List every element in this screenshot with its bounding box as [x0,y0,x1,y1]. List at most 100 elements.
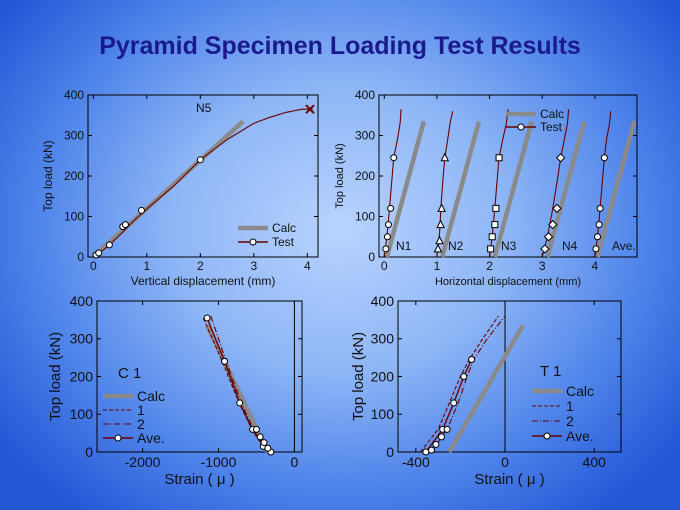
series-line [541,109,570,258]
y-axis-label: Top load (kN) [334,143,346,208]
x-tick-label: -2000 [125,454,161,470]
y-tick-label: 0 [77,250,84,264]
annotation-label: N4 [562,239,578,253]
x-tick-label: 0 [90,259,97,273]
square-marker [487,245,495,253]
series-line [91,119,245,259]
chart-panel-3: -2000 -1000 0 0 100 200 300 400 Strain ( μ ) Top … [47,293,303,488]
circle-marker [437,433,445,441]
triangle-marker [440,152,450,162]
y-tick-label: 300 [355,129,375,143]
y-tick-label: 400 [70,293,94,309]
legend-label: Ave. [566,428,594,444]
circle-marker [121,221,129,229]
x-tick-label: 400 [583,454,607,470]
circle-marker [203,314,211,322]
triangle-marker [435,235,444,245]
y-tick-label: 400 [355,88,375,102]
circle-marker [432,440,440,448]
x-marker-stroke [305,104,315,114]
annotation-label: N3 [501,239,517,253]
circle-marker [264,444,272,452]
circle-marker [95,249,103,257]
circle-marker [427,446,435,454]
y-tick-label: 100 [371,406,395,422]
circle-marker [236,399,244,407]
y-tick-label: 100 [70,406,94,422]
legend-label: Test [540,120,563,134]
y-tick-label: 300 [371,331,395,347]
square-marker [492,204,500,212]
series-line [205,324,270,453]
x-tick-label: 0 [501,454,509,470]
circle-marker [105,241,113,249]
circle-marker [460,373,468,380]
circle-marker [252,425,260,433]
y-tick-label: 200 [70,368,94,384]
y-tick-label: 0 [368,250,375,264]
circle-marker [114,434,122,442]
series-line [440,120,482,258]
y-tick-label: 200 [64,169,84,183]
annotation-label: N2 [448,239,464,253]
x-marker [305,104,315,114]
square-marker [491,221,499,229]
y-tick-label: 0 [386,444,394,460]
y-tick-label: 100 [64,210,84,224]
chart-panel-1: 0 1 2 3 4 0 100 200 300 400 Vertical displacement … [41,88,319,288]
circle-marker [600,154,608,162]
annotation-label: C 1 [118,365,141,382]
legend-label: Calc [272,221,296,235]
circle-marker [543,432,551,440]
y-axis-label: Top load (kN) [47,332,64,421]
series-line [206,317,272,453]
diamond-marker [552,203,562,214]
y-tick-label: 200 [371,368,395,384]
circle-marker [382,245,390,253]
annotation-label: T 1 [540,363,561,380]
annotation-label: N1 [396,239,412,253]
x-axis-label: Vertical displacement (mm) [131,274,276,288]
series-line [489,109,509,258]
series-line [384,120,426,258]
legend-label: Ave. [137,430,165,446]
triangle-marker [433,243,443,253]
y-axis-label: Top load (kN) [350,332,367,421]
circle-marker [383,233,391,241]
x-tick-label: -1000 [201,454,237,470]
circle-marker [596,204,604,212]
series-line [383,109,402,258]
circle-marker [384,221,392,229]
x-tick-label: 0 [291,454,299,470]
circle-marker [517,123,525,131]
circle-marker [260,439,268,447]
legend-label: Calc [540,107,564,121]
triangle-marker [436,219,445,229]
series-line [594,111,612,258]
circle-marker [221,357,229,365]
circle-marker [594,233,602,241]
x-tick-label: 3 [539,259,546,273]
circle-marker [249,238,257,246]
x-tick-label: 3 [250,259,257,273]
legend-label: 1 [566,398,574,414]
series-line [202,317,271,453]
y-tick-label: 400 [371,293,395,309]
circle-marker [196,156,204,164]
circle-marker [387,204,395,212]
x-tick-label: 1 [143,259,150,273]
page-title: Pyramid Specimen Loading Test Results [99,32,581,60]
y-tick-label: 300 [64,129,84,143]
y-tick-label: 300 [70,331,94,347]
x-tick-label: 4 [304,259,311,273]
y-tick-label: 100 [355,210,375,224]
diamond-marker [540,244,550,254]
series-line [447,324,525,454]
y-tick-label: 0 [85,444,93,460]
square-marker [488,233,496,241]
x-tick-label: 4 [592,259,599,273]
series-line [595,120,637,258]
circle-marker [390,154,398,162]
circle-marker [256,433,264,441]
